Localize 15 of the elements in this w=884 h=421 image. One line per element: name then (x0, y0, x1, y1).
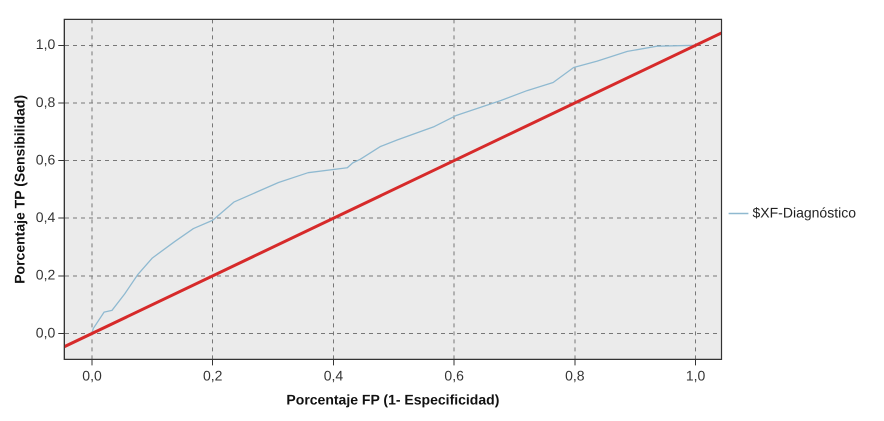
y-tick-label: 1,0 (36, 36, 56, 52)
x-tick-label: 0,2 (202, 368, 223, 384)
y-tick-label: 0,8 (36, 94, 56, 110)
x-tick-label: 0,6 (444, 368, 464, 384)
x-tick-label: 1,0 (686, 368, 706, 384)
x-axis-title: Porcentaje FP (1- Especificidad) (286, 391, 500, 408)
x-tick-label: 0,4 (324, 368, 344, 384)
y-axis-title: Porcentaje TP (Sensibilidad) (11, 95, 28, 284)
y-tick-label: 0,4 (36, 209, 56, 226)
y-tick-label: 0,6 (36, 151, 56, 168)
y-tick-label: 0,2 (36, 266, 56, 283)
x-tick-label: 0,8 (565, 368, 585, 384)
x-tick-label: 0,0 (82, 368, 102, 384)
y-tick-label: 0,0 (36, 324, 56, 340)
legend-label: $XF-Diagnóstico (752, 204, 856, 220)
